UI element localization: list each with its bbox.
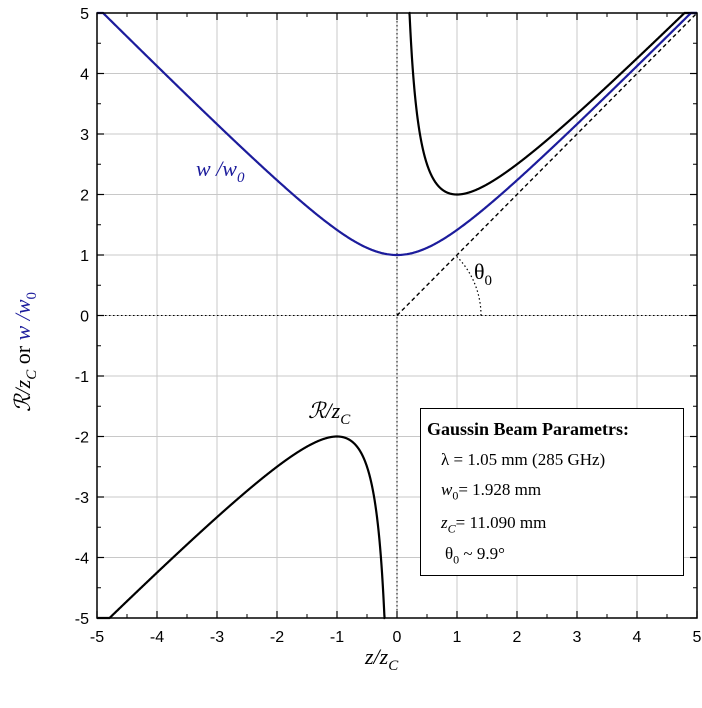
y-tick-label: 4 [80, 67, 89, 84]
y-tick-label: -4 [75, 551, 89, 568]
asymptote-line [396, 12, 698, 316]
x-tick-label: 3 [573, 629, 582, 646]
tick-labels: -5 -4 -3 -2 -1 0 1 2 3 4 5 5 4 3 2 1 0 -1 -2 -3 -4 -5 [75, 6, 702, 646]
legend-lambda: λ = 1.05 mm (285 GHz) [441, 450, 606, 469]
x-tick-label: 5 [693, 629, 702, 646]
y-tick-label: 5 [80, 6, 89, 23]
radius-curve-positive [408, 11, 697, 196]
legend-w0-value: = 1.928 mm [458, 480, 542, 499]
y-tick-label: -1 [75, 369, 89, 386]
legend-zc: zC= 11.090 mm [441, 513, 547, 536]
y-tick-label: 3 [80, 127, 89, 144]
legend-zc-value: = 11.090 mm [455, 513, 547, 532]
y-tick-label: 1 [80, 248, 89, 265]
y-tick-label: -3 [75, 490, 89, 507]
x-tick-label: 2 [513, 629, 522, 646]
svg-text:ℛ/zC or w /w0: ℛ/zC or w /w0 [10, 292, 40, 412]
x-tick-label: -2 [270, 629, 284, 646]
x-tick-label: 0 [393, 629, 402, 646]
theta-arc-path [455, 255, 482, 316]
legend-theta: θ0 ~ 9.9° [445, 544, 505, 567]
y-tick-label: -5 [75, 611, 89, 628]
y-tick-label: 0 [80, 309, 89, 326]
x-tick-label: 4 [633, 629, 642, 646]
theta-arc [455, 255, 482, 316]
curves [97, 11, 698, 620]
y-axis-title: ℛ/zC or w /w0 [10, 292, 40, 412]
y-tick-label: -2 [75, 430, 89, 447]
x-tick-label: -5 [90, 629, 104, 646]
x-axis-title: z/zC [364, 644, 399, 674]
x-tick-label: -4 [150, 629, 164, 646]
x-tick-label: -3 [210, 629, 224, 646]
legend-title: Gaussin Beam Parametrs: [427, 419, 629, 439]
radius-curve-negative [97, 435, 386, 620]
y-tick-label: 2 [80, 188, 89, 205]
beam-width-curve [97, 11, 697, 257]
x-tick-label: 1 [453, 629, 462, 646]
ticks [96, 12, 698, 619]
legend-box: Gaussin Beam Parametrs: λ = 1.05 mm (285… [420, 408, 684, 576]
x-tick-label: -1 [330, 629, 344, 646]
legend-w0: w0= 1.928 mm [441, 480, 542, 503]
legend-theta-value: ~ 9.9° [463, 544, 505, 563]
